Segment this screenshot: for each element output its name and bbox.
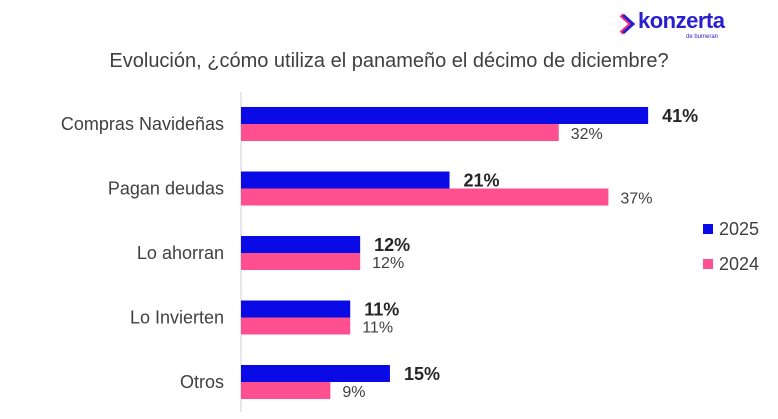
category-label: Compras Navideñas bbox=[61, 114, 224, 134]
konzerta-logo: konzerta de bumeran bbox=[618, 8, 725, 41]
bar-2024 bbox=[241, 253, 361, 270]
logo-chevron-icon bbox=[619, 13, 636, 35]
chart-title: Evolución, ¿cómo utiliza el panameño el … bbox=[109, 50, 669, 72]
bar-2024 bbox=[241, 317, 351, 335]
legend-swatch-2024 bbox=[703, 259, 713, 269]
data-label-2025: 41% bbox=[662, 106, 698, 126]
data-label-2024: 12% bbox=[372, 255, 404, 272]
legend-swatch-2025 bbox=[703, 224, 713, 234]
bar-2025 bbox=[241, 365, 390, 382]
category-label: Pagan deudas bbox=[108, 179, 224, 199]
bar-2025 bbox=[241, 171, 450, 189]
category-label: Lo Invierten bbox=[130, 308, 224, 328]
legend-label-2025: 2025 bbox=[719, 219, 759, 239]
bar-2024 bbox=[241, 382, 331, 399]
data-label-2025: 15% bbox=[404, 364, 440, 384]
category-label: Lo ahorran bbox=[137, 243, 224, 263]
legend-label-2024: 2024 bbox=[719, 254, 759, 274]
data-label-2024: 32% bbox=[571, 126, 603, 143]
bar-2025 bbox=[241, 236, 361, 253]
bar-2024 bbox=[241, 188, 609, 206]
data-label-2025: 12% bbox=[374, 235, 410, 255]
bar-2024 bbox=[241, 124, 559, 141]
logo-sub: de bumeran bbox=[686, 34, 719, 40]
category-label: Otros bbox=[180, 372, 224, 392]
logo-name: konzerta bbox=[638, 8, 725, 33]
data-label-2025: 11% bbox=[364, 300, 399, 320]
data-label-2024: 9% bbox=[342, 384, 365, 401]
data-label-2024: 11% bbox=[362, 320, 393, 337]
bar-2025 bbox=[241, 107, 649, 124]
bar-2025 bbox=[241, 300, 351, 318]
data-label-2024: 37% bbox=[620, 191, 652, 208]
data-label-2025: 21% bbox=[464, 171, 500, 191]
